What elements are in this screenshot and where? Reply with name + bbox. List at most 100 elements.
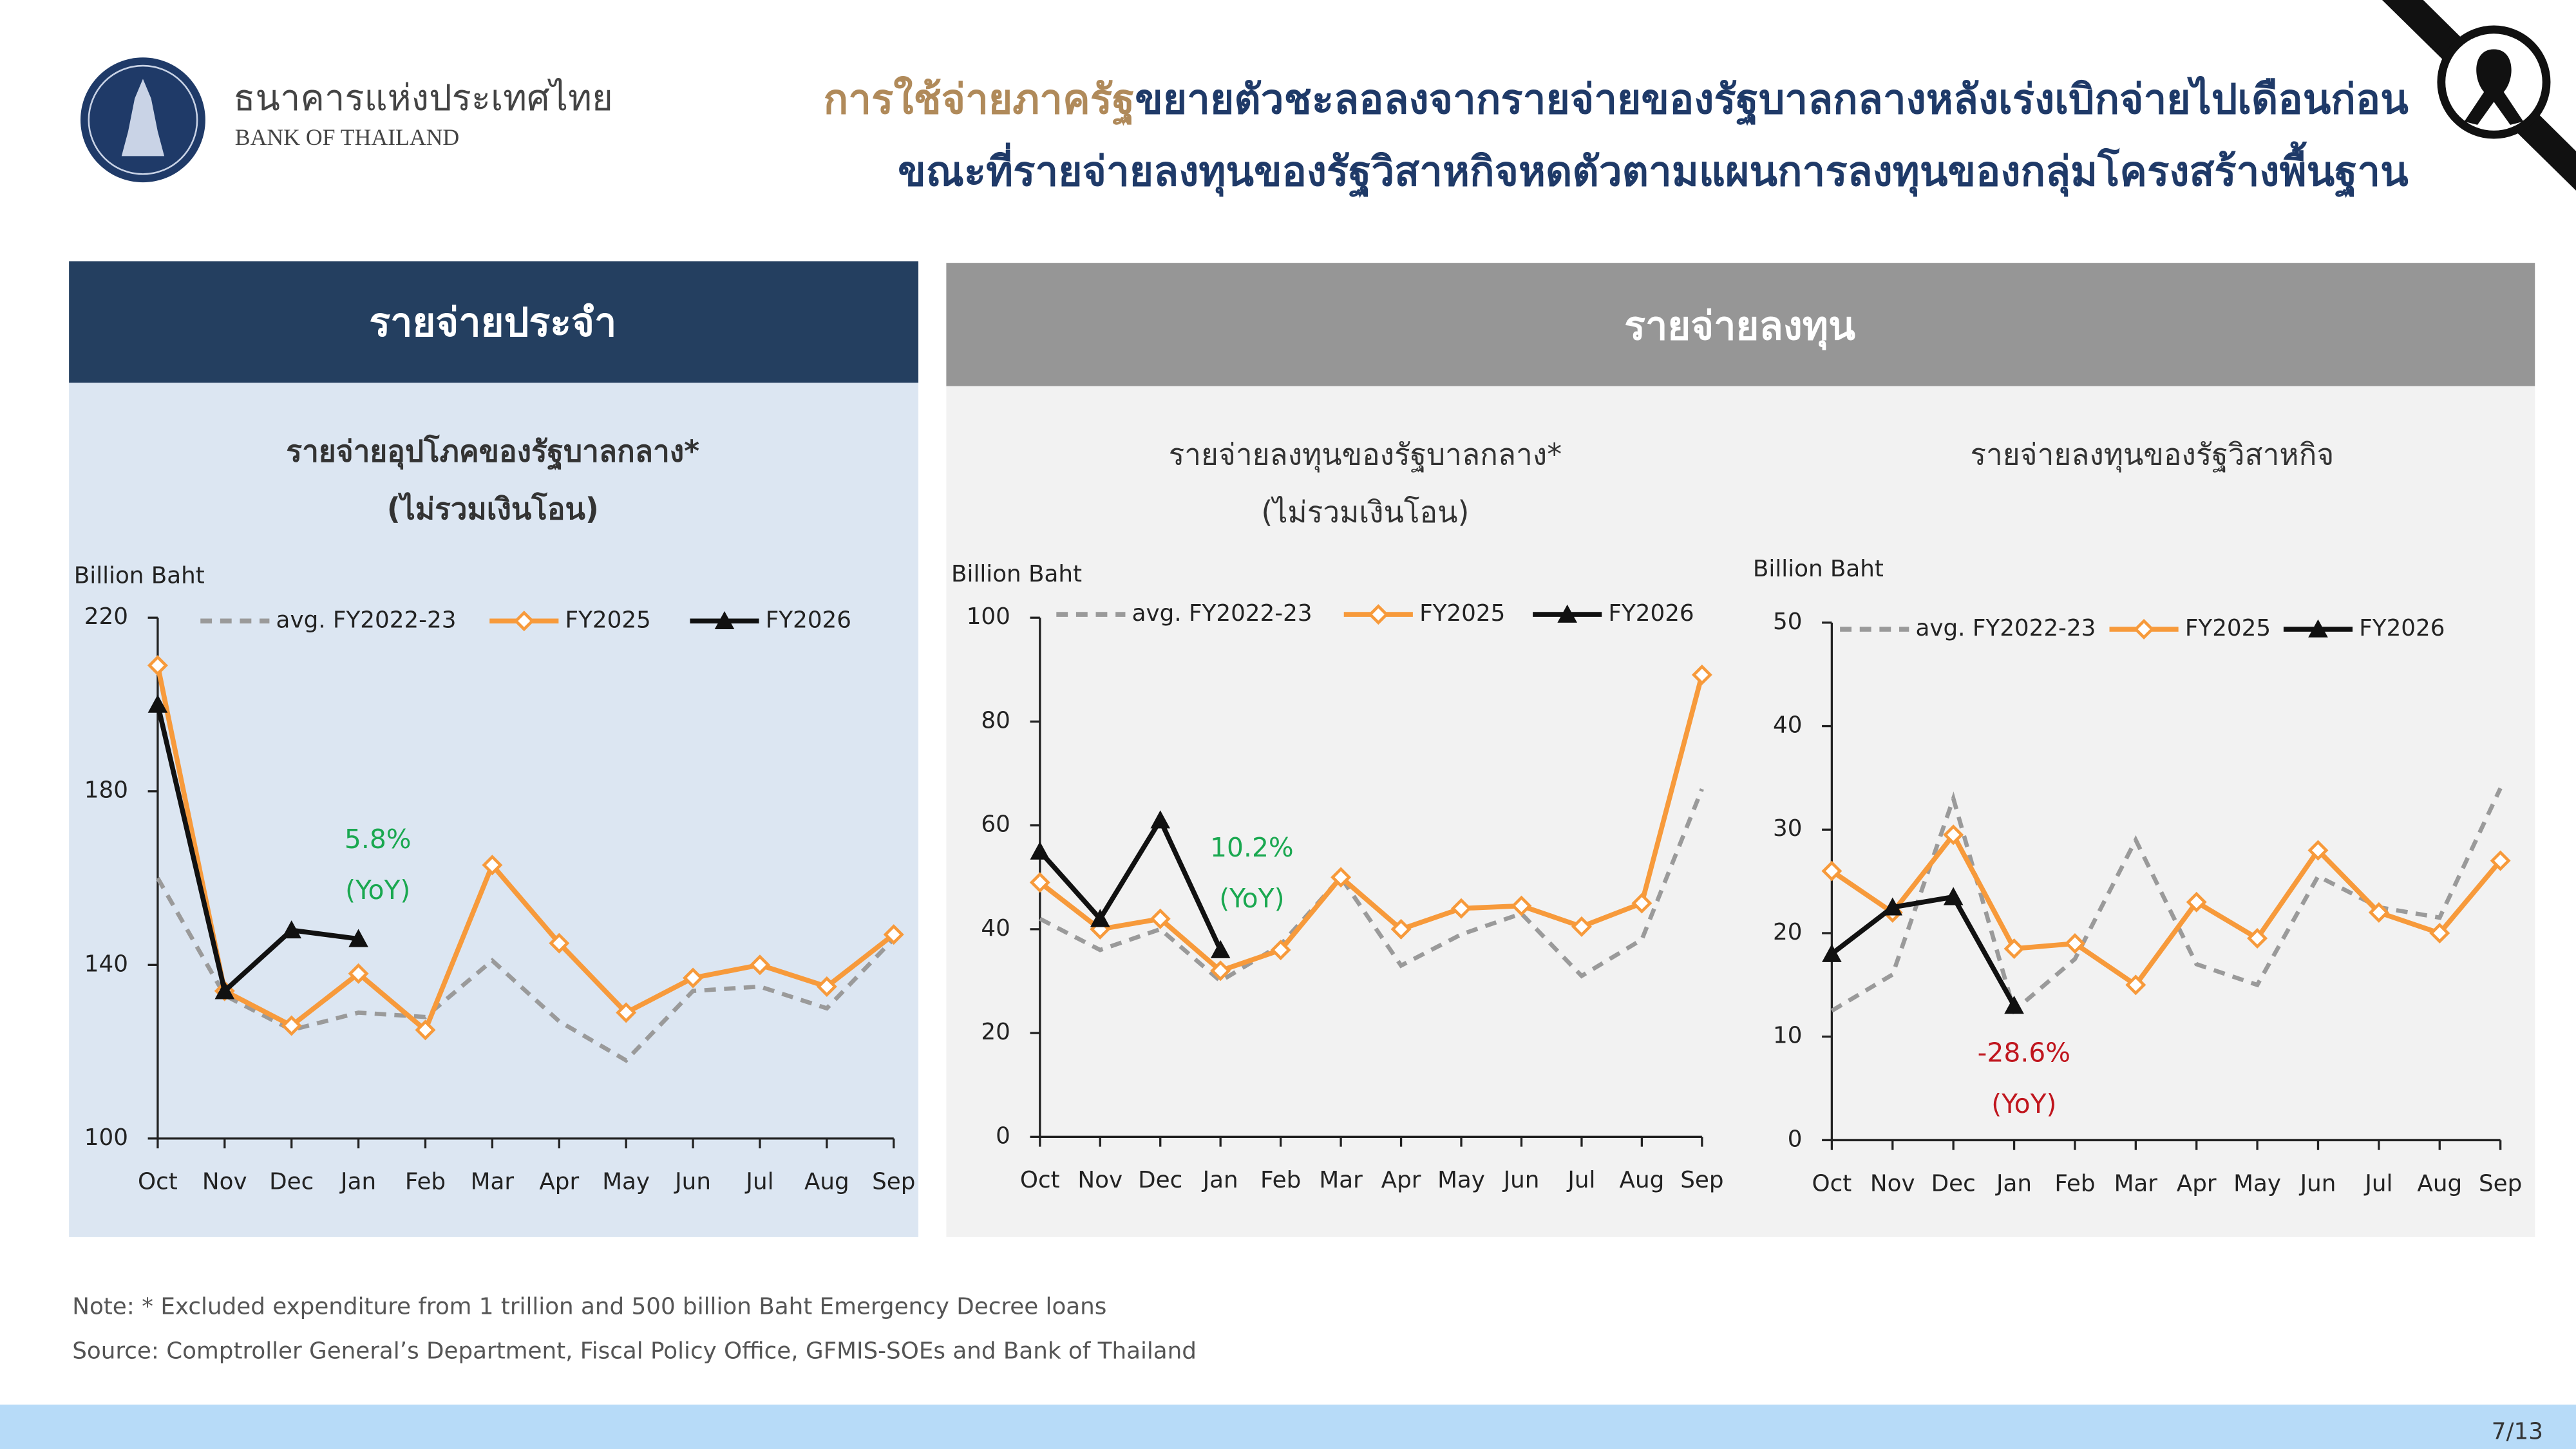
data-point <box>1090 909 1110 927</box>
x-tick-label: Jul <box>1566 1167 1595 1193</box>
data-point <box>1331 867 1352 888</box>
legend-marker <box>1557 604 1577 623</box>
legend-label: FY2026 <box>2359 615 2445 641</box>
x-tick-label: May <box>1437 1167 1485 1193</box>
x-tick-label: Oct <box>1020 1167 1060 1193</box>
x-tick-label: Mar <box>471 1169 515 1195</box>
data-point <box>1821 860 1842 882</box>
chart-title: รายจ่ายลงทุนของรัฐบาลกลาง* <box>1169 437 1562 473</box>
legend-label: FY2025 <box>565 607 651 633</box>
y-tick-label: 30 <box>1773 815 1802 842</box>
x-tick-label: Sep <box>1680 1167 1723 1193</box>
x-tick-label: Jan <box>1202 1167 1238 1193</box>
x-tick-label: Sep <box>2479 1170 2522 1197</box>
data-point <box>2064 933 2085 954</box>
data-point <box>1451 898 1472 919</box>
x-tick-label: Dec <box>1931 1170 1976 1197</box>
y-tick-label: 220 <box>84 603 128 630</box>
data-point <box>616 1002 637 1023</box>
data-point <box>1882 897 1903 916</box>
y-tick-label: 20 <box>1773 919 1802 945</box>
series-line <box>1037 815 1223 951</box>
legend-label: avg. FY2022-23 <box>1915 615 2096 641</box>
data-point <box>1270 940 1291 961</box>
org-name-th: ธนาคารแห่งประเทศไทย <box>233 77 613 118</box>
logo-figure <box>121 79 165 156</box>
series-line <box>1830 787 2503 1015</box>
annotation: (YoY) <box>345 875 410 905</box>
series-line <box>1038 674 1705 974</box>
data-point <box>1210 940 1231 958</box>
y-tick-label: 10 <box>1773 1023 1802 1049</box>
x-tick-label: Feb <box>1260 1167 1301 1193</box>
data-point <box>1631 893 1653 914</box>
x-tick-label: Apr <box>2177 1170 2217 1197</box>
chart-title: รายจ่ายลงทุนของรัฐวิสาหกิจ <box>1970 437 2334 473</box>
x-tick-label: Dec <box>1138 1167 1182 1193</box>
data-point <box>2004 996 2024 1014</box>
y-tick-label: 20 <box>981 1019 1010 1045</box>
x-tick-label: Apr <box>539 1169 579 1195</box>
chart-subtitle: (ไม่รวมเงินโอน) <box>387 491 599 526</box>
data-point <box>214 981 235 999</box>
data-point <box>2307 840 2329 861</box>
x-tick-label: Jul <box>2363 1170 2392 1197</box>
series-line <box>156 876 896 1063</box>
series-line <box>155 704 359 996</box>
data-point <box>683 967 704 989</box>
annotation: 5.8% <box>345 824 412 855</box>
data-point <box>2125 974 2146 996</box>
x-tick-label: Feb <box>2054 1170 2095 1197</box>
data-point <box>1029 872 1050 893</box>
x-tick-label: Feb <box>405 1169 446 1195</box>
y-tick-label: 180 <box>84 777 128 804</box>
x-tick-label: Mar <box>2114 1170 2158 1197</box>
y-tick-label: 0 <box>996 1122 1010 1149</box>
panel-title: รายจ่ายลงทุน <box>1624 303 1855 350</box>
x-tick-label: Nov <box>202 1169 247 1195</box>
y-axis-label: Billion Baht <box>1753 556 1884 582</box>
data-point <box>348 963 369 984</box>
slide-title-line1: การใช้จ่ายภาครัฐขยายตัวชะลอลงจากรายจ่ายข… <box>824 75 2409 126</box>
data-point <box>883 924 904 945</box>
slide-title-line2: ขณะที่รายจ่ายลงทุนของรัฐวิสาหกิจหดตัวตาม… <box>898 141 2409 198</box>
data-point <box>415 1019 436 1041</box>
data-point <box>2368 902 2389 923</box>
y-tick-label: 140 <box>84 951 128 977</box>
x-tick-label: Oct <box>138 1169 178 1195</box>
data-point <box>2003 938 2025 960</box>
y-tick-label: 100 <box>84 1124 128 1151</box>
source: Source: Comptroller General’s Department… <box>72 1338 1197 1364</box>
x-tick-label: Aug <box>804 1169 849 1195</box>
data-point <box>1943 824 1964 846</box>
data-point <box>147 655 168 676</box>
data-point <box>147 694 168 713</box>
legend-label: FY2026 <box>1608 600 1694 627</box>
annotation: 10.2% <box>1210 832 1294 863</box>
annotation: (YoY) <box>1219 883 1284 914</box>
data-point <box>2247 928 2268 949</box>
legend-marker <box>714 611 735 630</box>
y-tick-label: 0 <box>1788 1126 1803 1152</box>
data-point <box>2429 922 2450 943</box>
y-tick-label: 50 <box>1773 609 1802 635</box>
panel-bg <box>946 386 2535 1237</box>
x-tick-label: Jun <box>1502 1167 1540 1193</box>
legend-marker <box>2134 619 2155 640</box>
series-line <box>1039 788 1704 984</box>
logo-ring <box>88 64 198 175</box>
y-tick-label: 40 <box>981 915 1010 942</box>
x-tick-label: May <box>2233 1170 2281 1197</box>
y-axis-label: Billion Baht <box>74 562 205 589</box>
x-tick-label: Jun <box>674 1169 711 1195</box>
data-point <box>816 976 837 997</box>
note: Note: * Excluded expenditure from 1 tril… <box>72 1294 1106 1320</box>
legend-label: FY2025 <box>2185 615 2271 641</box>
y-tick-label: 80 <box>981 707 1010 734</box>
data-point <box>1511 895 1532 916</box>
x-tick-label: Jan <box>339 1169 376 1195</box>
data-point <box>281 920 301 939</box>
series-line <box>1830 830 2503 989</box>
